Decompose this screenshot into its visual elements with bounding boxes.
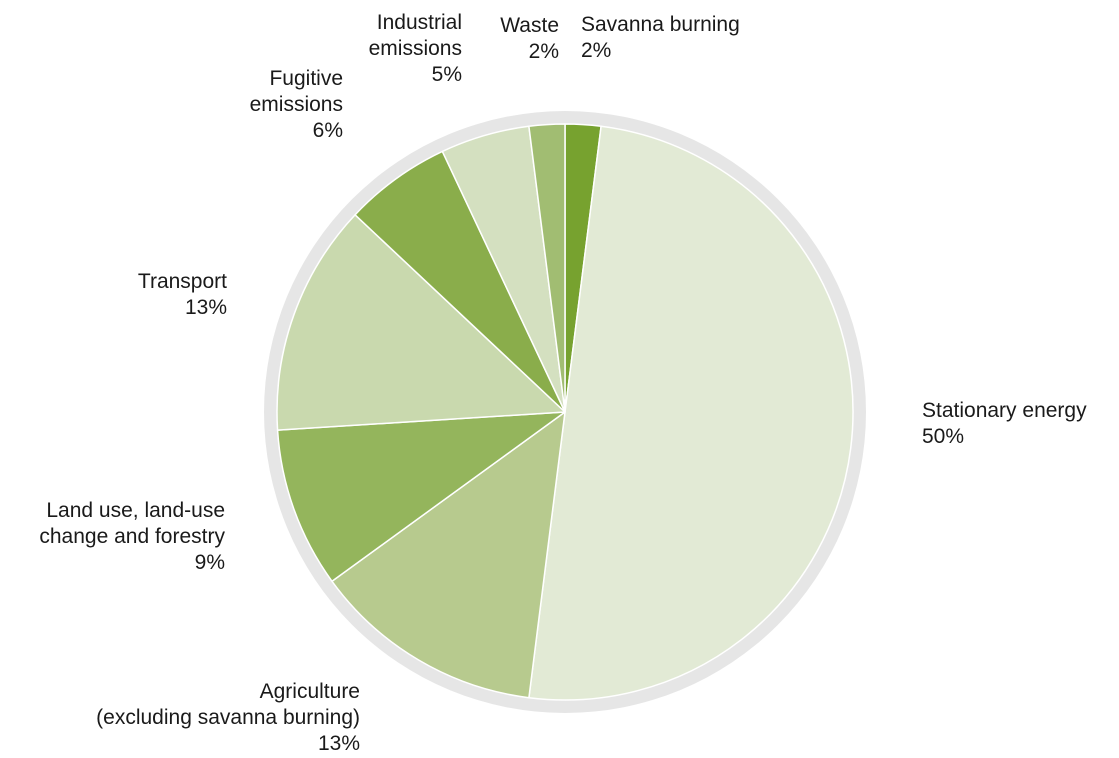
slice-label-line: Waste (500, 14, 559, 37)
slice-label-line: 13% (318, 732, 360, 755)
pie-slice (331, 411, 566, 699)
slice-label: Stationary energy 50% (922, 399, 1087, 448)
slice-label-line: 6% (313, 119, 343, 142)
pie-slice (528, 125, 854, 701)
slice-label-line: Stationary energy (922, 399, 1087, 422)
slice-label: Industrial emissions 5% (369, 11, 462, 86)
slice-label: Land use, land-use change and forestry 9% (39, 499, 225, 574)
slice-label-line: Fugitive (269, 67, 343, 90)
slice-label-line: 2% (529, 40, 559, 63)
slice-label-line: Transport (138, 270, 227, 293)
slice-label-line: emissions (369, 37, 462, 60)
slice-label-line: Agriculture (260, 680, 360, 703)
slice-label-line: 9% (195, 551, 225, 574)
slice-label-line: (excluding savanna burning) (96, 706, 360, 729)
slice-label-line: emissions (250, 93, 343, 116)
slice-label: Transport 13% (138, 270, 227, 319)
slice-label-line: 13% (185, 296, 227, 319)
pie-slice (276, 411, 566, 583)
slice-label-line: Savanna burning (581, 13, 740, 36)
slice-label-line: change and forestry (39, 525, 225, 548)
slice-label: Agriculture (excluding savanna burning) 13… (96, 680, 360, 755)
slice-label-line: Industrial (377, 11, 462, 34)
pie-labels: Savanna burning 2% Stationary energy 50% Agr… (39, 11, 1087, 755)
pie-slice (528, 123, 566, 413)
slice-label-line: 5% (432, 63, 462, 86)
slice-label-line: 50% (922, 425, 964, 448)
slice-label-line: 2% (581, 39, 611, 62)
pie-slices (276, 123, 854, 701)
slice-label: Savanna burning 2% (581, 13, 740, 62)
slice-label-line: Land use, land-use (46, 499, 225, 522)
slice-label: Waste 2% (500, 14, 559, 63)
slice-label: Fugitive emissions 6% (250, 67, 343, 142)
pie-slice (276, 214, 566, 431)
